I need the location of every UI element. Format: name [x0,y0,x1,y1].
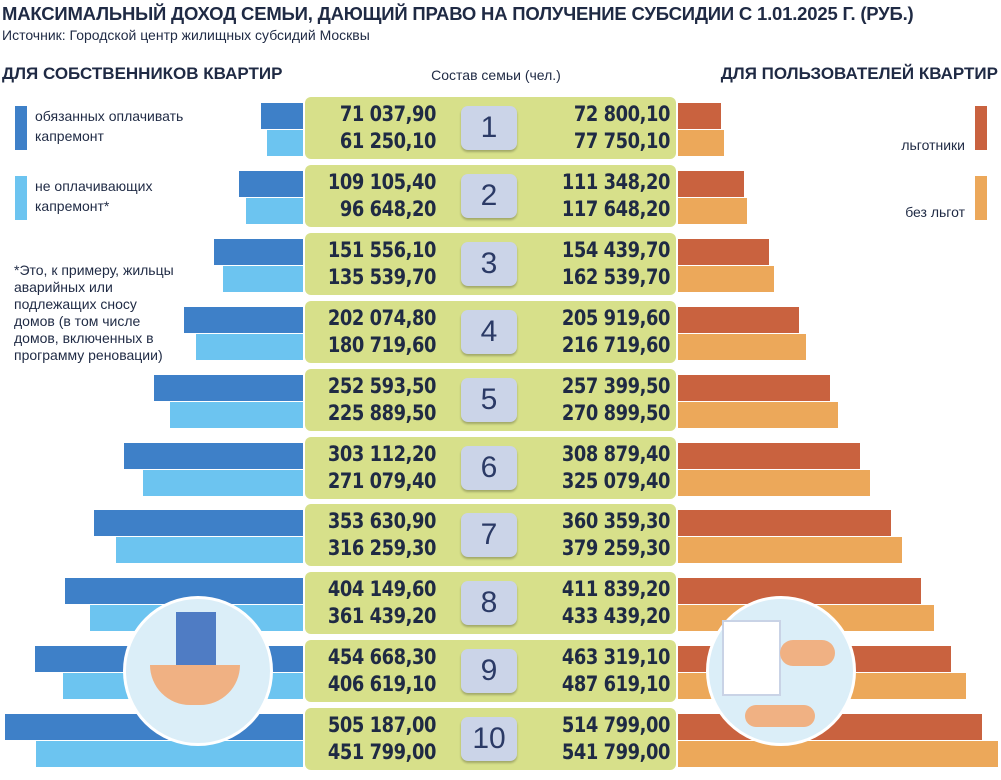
source: Источник: Городской центр жилищных субси… [2,27,370,43]
bar [678,401,838,428]
bar [678,170,744,197]
chart-title: МАКСИМАЛЬНЫЙ ДОХОД СЕМЬИ, ДАЮЩИЙ ПРАВО Н… [2,3,914,24]
value-label: 360 359,30 [561,509,671,534]
bar [143,469,303,496]
bar [678,130,724,156]
value-label: 361 439,20 [327,604,437,629]
bar [94,510,303,537]
bar [238,170,303,197]
value-label: 270 899,50 [561,400,671,425]
footnote: *Это, к примеру, жильцы аварийных или по… [14,262,174,363]
value-label: 77 750,10 [573,129,671,153]
value-label: 316 259,30 [327,536,437,561]
legend-label: не оплачивающих капремонт* [35,178,153,214]
bar [678,333,806,360]
legend-label: льготники [901,137,965,153]
value-label: 216 719,60 [561,332,671,357]
row-badge: 4 [461,309,517,354]
legend-swatch [975,176,987,220]
value-label: 202 074,80 [327,305,437,330]
bar [678,306,800,333]
value-label: 271 079,40 [327,468,437,493]
value-label: 303 112,20 [327,441,437,466]
bar [678,374,830,401]
value-label: 404 149,60 [327,577,437,602]
left-heading: ДЛЯ СОБСТВЕННИКОВ КВАРТИР [2,64,283,83]
legend-label: без льгот [905,204,965,220]
value-label: 72 800,10 [573,102,671,126]
value-label: 487 619,10 [561,672,671,697]
value-label: 117 648,20 [561,196,671,221]
legend-swatch [15,176,27,220]
bar [183,306,303,333]
value-label: 411 839,20 [561,577,671,602]
row-badge: 10 [461,717,517,762]
center-heading: Состав семьи (чел.) [431,67,561,83]
row-badge: 6 [461,445,517,490]
bar [678,537,902,564]
bar [678,469,870,496]
bar [116,537,303,564]
value-label: 463 319,10 [561,645,671,670]
bar [678,103,721,129]
value-label: 505 187,00 [327,713,437,738]
value-label: 406 619,10 [327,672,437,697]
bar [678,238,770,265]
bar [678,197,748,224]
value-label: 433 439,20 [561,604,671,629]
value-label: 252 593,50 [327,373,437,398]
bar [266,130,303,156]
row-badge: 5 [461,377,517,422]
value-label: 71 037,90 [339,102,437,126]
value-label: 151 556,10 [327,237,437,262]
bar [213,238,303,265]
bar [153,374,303,401]
row-badge: 8 [461,581,517,626]
value-label: 154 439,70 [561,237,671,262]
value-label: 61 250,10 [339,129,437,153]
value-label: 180 719,60 [327,332,437,357]
row-badge: 2 [461,173,517,218]
value-label: 353 630,90 [327,509,437,534]
value-label: 514 799,00 [561,713,671,738]
value-label: 205 919,60 [561,305,671,330]
row-badge: 9 [461,649,517,694]
right-heading: ДЛЯ ПОЛЬЗОВАТЕЛЕЙ КВАРТИР [720,64,998,83]
row-badge: 3 [461,241,517,286]
value-label: 162 539,70 [561,264,671,289]
bar [223,265,303,292]
value-label: 454 668,30 [327,645,437,670]
bar [36,741,303,768]
illustration-hand [745,705,815,727]
value-label: 451 799,00 [327,740,437,765]
value-label: 541 799,00 [561,740,671,765]
value-label: 96 648,20 [339,196,437,221]
legend-swatch [15,106,27,150]
legend-label: обязанных оплачивать капремонт [35,108,184,144]
bar [678,442,861,469]
legend-swatch [975,106,987,150]
value-label: 225 889,50 [327,400,437,425]
illustration-hand [780,640,835,666]
value-label: 109 105,40 [327,169,437,194]
bar [678,510,891,537]
row-badge: 7 [461,513,517,558]
value-label: 257 399,50 [561,373,671,398]
row-badge: 1 [461,106,517,150]
value-label: 111 348,20 [561,169,671,194]
bar [261,103,303,129]
bar [678,741,998,768]
bar [169,401,303,428]
value-label: 325 079,40 [561,468,671,493]
value-label: 379 259,30 [561,536,671,561]
bar [124,442,303,469]
value-label: 308 879,40 [561,441,671,466]
bar [245,197,303,224]
value-label: 135 539,70 [327,264,437,289]
bar [678,265,774,292]
bar [196,333,303,360]
illustration-doc [722,620,781,696]
